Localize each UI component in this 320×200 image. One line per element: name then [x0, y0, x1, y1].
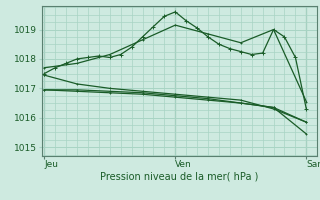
X-axis label: Pression niveau de la mer( hPa ): Pression niveau de la mer( hPa ) [100, 172, 258, 182]
